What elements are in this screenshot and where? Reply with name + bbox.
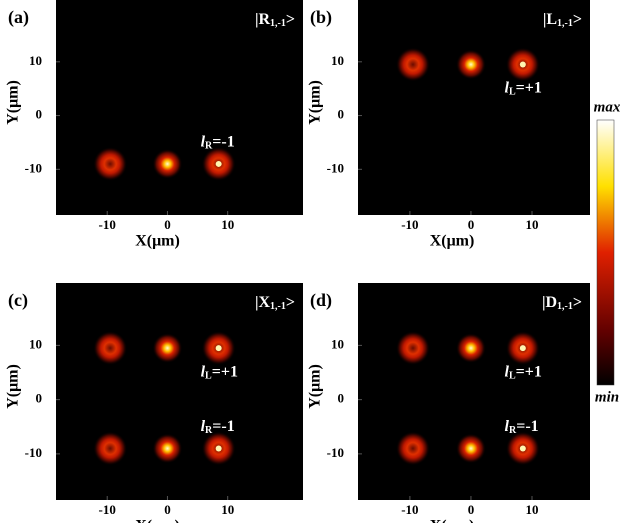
state-sub: 1,-1 (270, 301, 286, 312)
intensity-spot (456, 433, 486, 463)
y-axis-label: Y(μm) (5, 80, 22, 125)
image-area (56, 283, 303, 500)
annotation-text: =-1 (212, 133, 234, 150)
intensity-spot (456, 333, 486, 363)
spot-core (216, 345, 222, 351)
colorbar (597, 120, 614, 385)
panel: -10010-10010X(μm)Y(μm)(d)|D1,-1>lL=+1lR=… (307, 283, 590, 523)
annotation-text: =-1 (516, 417, 538, 434)
y-tick-label: 0 (36, 107, 43, 122)
spot-core (520, 62, 526, 68)
image-area (358, 283, 590, 500)
x-tick-label: 0 (164, 217, 171, 232)
y-tick-label: -10 (327, 445, 344, 460)
annotation-text: =+1 (212, 363, 238, 380)
y-tick-label: 0 (36, 391, 43, 406)
x-tick-label: 10 (526, 502, 539, 517)
x-axis-label: X(μm) (430, 233, 475, 250)
colorbar-max: max (594, 99, 621, 115)
state-sub: 1,-1 (557, 18, 573, 29)
state-suffix: > (573, 11, 582, 28)
spot-core (520, 445, 526, 451)
x-tick-label: -10 (401, 217, 418, 232)
panel: -10010-10010X(μm)Y(μm)(c)|X1,-1>lL=+1lR=… (5, 283, 303, 523)
intensity-spot (396, 431, 430, 465)
x-tick-label: -10 (99, 502, 116, 517)
state-suffix: > (286, 11, 295, 28)
intensity-spot (152, 433, 182, 463)
x-tick-label: 10 (221, 502, 234, 517)
panel-label: (a) (8, 7, 29, 28)
state-suffix: > (573, 294, 582, 311)
state-suffix: > (286, 294, 295, 311)
x-tick-label: 0 (164, 502, 171, 517)
y-tick-label: 0 (338, 391, 345, 406)
spot-core (216, 445, 222, 451)
annotation-text: =-1 (212, 417, 234, 434)
y-tick-label: 10 (331, 53, 344, 68)
intensity-spot (93, 431, 127, 465)
intensity-spot (152, 333, 182, 363)
spot-core (216, 161, 222, 167)
x-tick-label: 10 (221, 217, 234, 232)
panel-label: (c) (8, 290, 28, 311)
x-tick-label: -10 (99, 217, 116, 232)
x-tick-label: 0 (468, 502, 475, 517)
annotation-text: =+1 (516, 363, 542, 380)
y-tick-label: 0 (338, 107, 345, 122)
image-area (56, 0, 303, 215)
annotation-text: =+1 (516, 79, 542, 96)
x-tick-label: -10 (401, 502, 418, 517)
y-axis-label: Y(μm) (307, 80, 324, 125)
y-tick-label: 10 (331, 336, 344, 351)
spot-core (520, 345, 526, 351)
figure: -10010-10010X(μm)Y(μm)(a)|R1,-1>lR=-1-10… (0, 0, 627, 523)
panel-label: (b) (310, 7, 332, 28)
intensity-spot (396, 48, 430, 82)
state-prefix: |L (543, 11, 557, 28)
intensity-spot (456, 50, 486, 80)
state-sub: 1,-1 (270, 18, 286, 29)
intensity-spot (396, 331, 430, 365)
y-tick-label: -10 (25, 160, 42, 175)
x-axis-label: X(μm) (430, 518, 475, 523)
state-sub: 1,-1 (557, 301, 573, 312)
x-axis-label: X(μm) (135, 518, 180, 523)
intensity-spot (93, 147, 127, 181)
y-tick-label: 10 (29, 336, 42, 351)
intensity-spot (152, 149, 182, 179)
x-tick-label: 10 (526, 217, 539, 232)
image-area (358, 0, 590, 215)
y-axis-label: Y(μm) (5, 364, 22, 409)
y-axis-label: Y(μm) (307, 364, 324, 409)
state-prefix: |X (255, 294, 271, 311)
y-tick-label: -10 (25, 445, 42, 460)
x-tick-label: 0 (468, 217, 475, 232)
intensity-spot (93, 331, 127, 365)
state-prefix: |R (255, 11, 271, 28)
y-tick-label: 10 (29, 53, 42, 68)
y-tick-label: -10 (327, 160, 344, 175)
x-axis-label: X(μm) (135, 233, 180, 250)
panel-label: (d) (310, 290, 332, 311)
state-prefix: |D (542, 294, 557, 311)
colorbar-min: min (595, 389, 619, 405)
